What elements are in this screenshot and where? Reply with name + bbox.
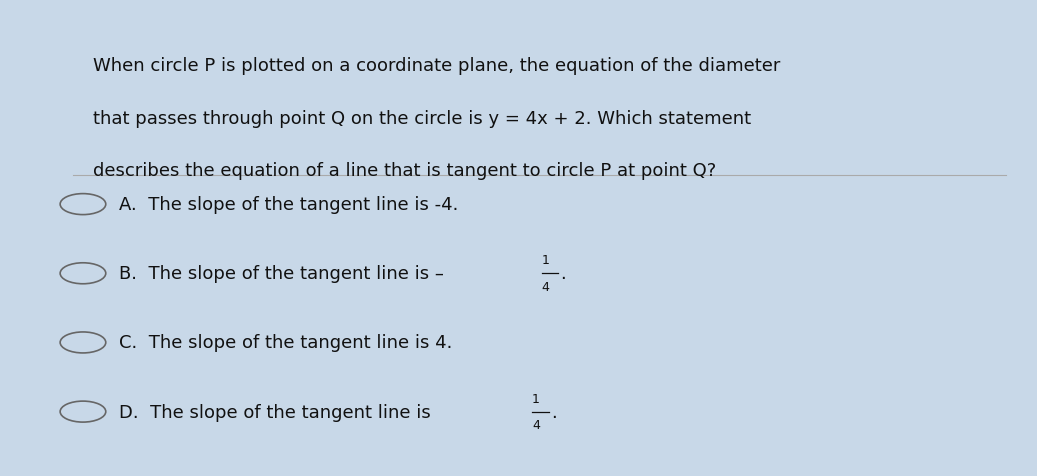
Text: .: . xyxy=(551,403,557,421)
Text: When circle P is plotted on a coordinate plane, the equation of the diameter: When circle P is plotted on a coordinate… xyxy=(93,57,781,75)
Text: 1: 1 xyxy=(532,392,540,405)
Text: 4: 4 xyxy=(532,418,540,432)
Text: that passes through point Q on the circle is y = 4x + 2. Which statement: that passes through point Q on the circl… xyxy=(93,109,752,128)
Text: 4: 4 xyxy=(541,280,550,294)
Text: D.  The slope of the tangent line is: D. The slope of the tangent line is xyxy=(119,403,437,421)
Text: C.  The slope of the tangent line is 4.: C. The slope of the tangent line is 4. xyxy=(119,334,452,352)
Text: .: . xyxy=(560,265,566,283)
Text: B.  The slope of the tangent line is –: B. The slope of the tangent line is – xyxy=(119,265,444,283)
Text: 1: 1 xyxy=(541,254,550,267)
Text: describes the equation of a line that is tangent to circle P at point Q?: describes the equation of a line that is… xyxy=(93,162,717,180)
Text: A.  The slope of the tangent line is -4.: A. The slope of the tangent line is -4. xyxy=(119,196,458,214)
